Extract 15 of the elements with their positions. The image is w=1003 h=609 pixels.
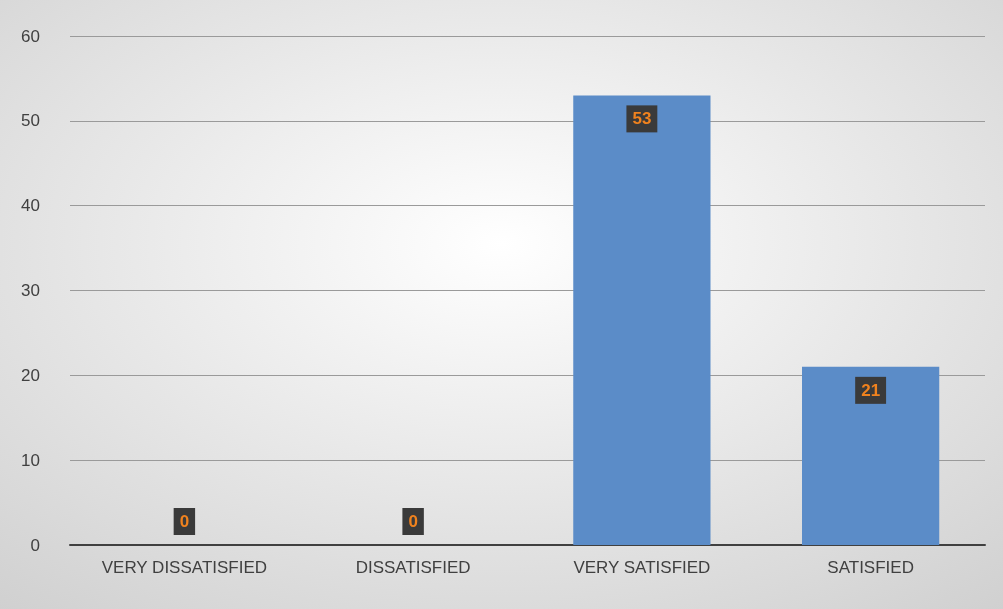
data-label: 0 — [179, 512, 190, 531]
y-tick-label: 60 — [21, 26, 40, 46]
y-tick-label: 0 — [30, 535, 40, 555]
x-tick-label: DISSATISFIED — [355, 558, 471, 577]
y-tick-label: 50 — [21, 111, 40, 131]
x-tick-label: VERY SATISFIED — [573, 558, 711, 577]
x-tick-label: SATISFIED — [827, 558, 914, 577]
data-label: 0 — [408, 512, 418, 531]
y-tick-label: 20 — [21, 365, 40, 385]
y-tick-label: 10 — [21, 450, 40, 470]
y-tick-label: 30 — [21, 281, 40, 300]
y-tick-label: 40 — [21, 196, 40, 216]
data-label: 53 — [632, 109, 652, 129]
data-label: 21 — [861, 380, 881, 400]
x-tick-label: VERY DISSATISFIED — [101, 558, 268, 577]
